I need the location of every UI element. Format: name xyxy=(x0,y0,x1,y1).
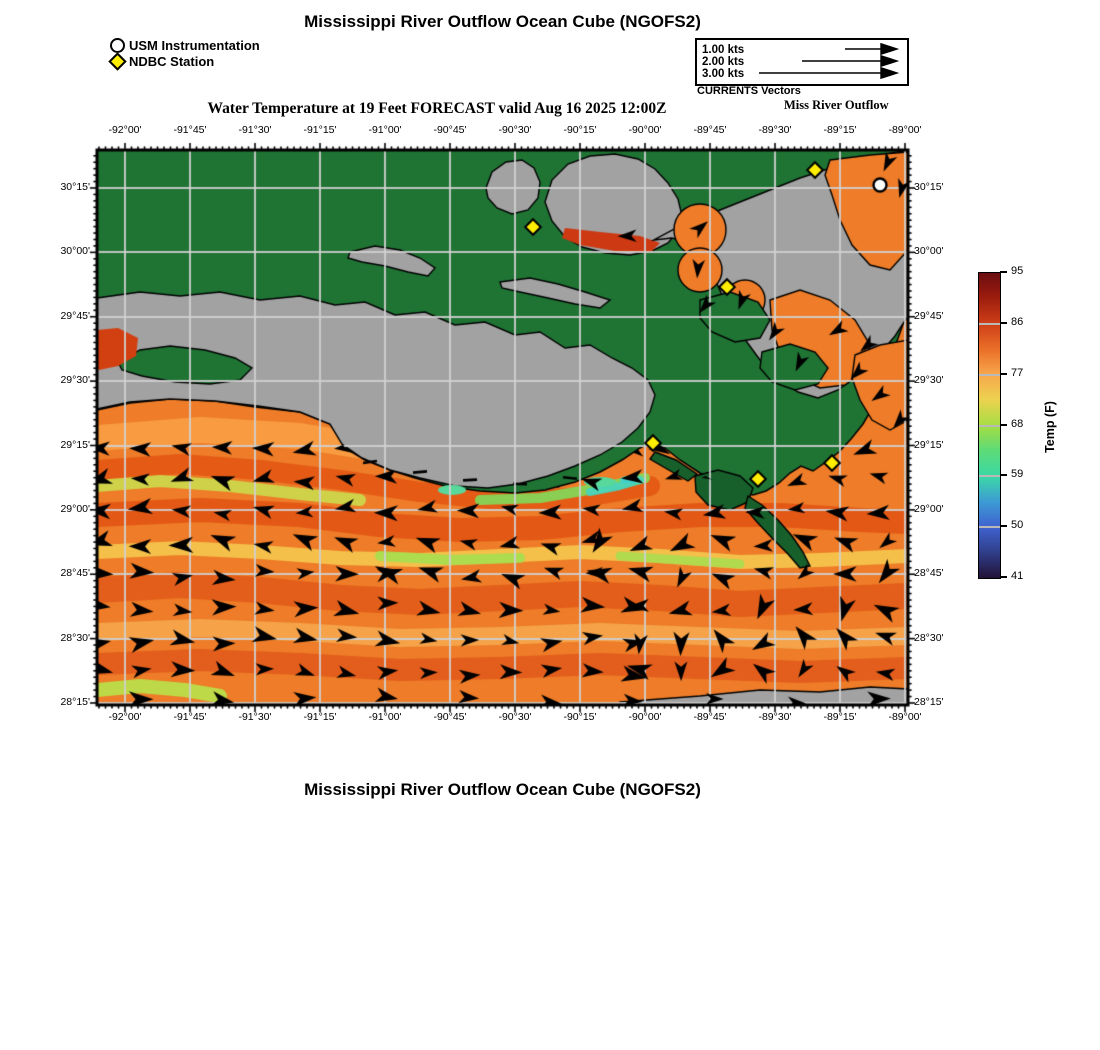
map-canvas xyxy=(89,142,917,714)
axis-tick-label: 29°30' xyxy=(914,374,944,386)
arrow-icons xyxy=(759,42,900,80)
ndbc-diamond-icon xyxy=(108,51,127,71)
axis-tick-label: -91°45' xyxy=(173,711,207,723)
axis-tick-label: 29°45' xyxy=(914,310,944,322)
colorbar-tickmark xyxy=(1000,321,1007,324)
axis-tick-label: -90°30' xyxy=(498,711,532,723)
axis-tick-label: -89°00' xyxy=(888,124,922,136)
colorbar-tick-label: 50 xyxy=(1011,519,1024,532)
forecast-subtitle: Water Temperature at 19 Feet FORECAST va… xyxy=(207,100,667,117)
axis-tick-label: -89°30' xyxy=(758,124,792,136)
axis-tick-label: -89°00' xyxy=(888,711,922,723)
colorbar-tick-label: 95 xyxy=(1011,265,1024,277)
axis-tick-label: -90°45' xyxy=(433,124,467,136)
axis-tick-label: 28°15' xyxy=(914,696,944,708)
axis-tick-label: -92°00' xyxy=(108,124,142,136)
colorbar-title: Temp (F) xyxy=(1043,401,1057,453)
colorbar-tick-label: 41 xyxy=(1011,570,1024,582)
vector-key-label-3: 3.00 kts xyxy=(702,68,744,80)
axis-tick-label: -91°30' xyxy=(238,124,272,136)
legend-item-ndbc: NDBC Station xyxy=(108,51,260,71)
axis-tick-label: -90°15' xyxy=(563,711,597,723)
colorbar-gridline xyxy=(979,373,1000,376)
axis-tick-label: -91°15' xyxy=(303,711,337,723)
page-title: Mississippi River Outflow Ocean Cube (NG… xyxy=(304,12,701,31)
axis-tick-label: -89°15' xyxy=(823,711,857,723)
axis-tick-label: -92°00' xyxy=(108,711,142,723)
bottom-title: Mississippi River Outflow Ocean Cube (NG… xyxy=(304,780,701,799)
axis-tick-label: -91°30' xyxy=(238,711,272,723)
axis-tick-label: -90°00' xyxy=(628,124,662,136)
vector-key-caption: CURRENTS Vectors xyxy=(697,85,801,97)
axis-tick-label: -91°00' xyxy=(368,711,402,723)
axis-tick-label: 29°45' xyxy=(60,310,90,322)
axis-tick-label: -90°15' xyxy=(563,124,597,136)
vector-key-label-2: 2.00 kts xyxy=(702,56,744,68)
colorbar-gridline xyxy=(979,475,1000,478)
colorbar-tickmark xyxy=(1000,372,1007,375)
axis-tick-label: -91°45' xyxy=(173,124,207,136)
colorbar-gridline xyxy=(979,322,1000,325)
axis-tick-label: 28°30' xyxy=(914,632,944,644)
colorbar-tick-label: 77 xyxy=(1011,366,1024,379)
axis-tick-label: 28°45' xyxy=(914,567,944,579)
axis-tick-label: -91°00' xyxy=(368,124,402,136)
legend-label: USM Instrumentation xyxy=(129,37,260,53)
marker-legend: USM Instrumentation NDBC Station xyxy=(108,37,260,71)
axis-tick-label: 29°00' xyxy=(914,503,944,515)
axis-tick-label: -91°15' xyxy=(303,124,337,136)
axis-tick-label: -89°45' xyxy=(693,711,727,723)
colorbar-tickmark xyxy=(1000,474,1007,477)
axis-tick-label: -89°30' xyxy=(758,711,792,723)
colorbar-tickmark xyxy=(1000,525,1007,528)
axis-tick-label: 29°30' xyxy=(60,374,90,386)
axis-tick-label: 29°15' xyxy=(60,439,90,451)
legend-item-usm: USM Instrumentation xyxy=(110,37,260,53)
axis-tick-label: 30°15' xyxy=(60,181,90,193)
axis-tick-label: 28°15' xyxy=(60,696,90,708)
vector-key-arrows: 1.00 kts 2.00 kts 3.00 kts xyxy=(702,42,900,80)
vector-key-label-1: 1.00 kts xyxy=(702,44,744,56)
axis-tick-label: 29°15' xyxy=(914,439,944,451)
axis-tick-label: 28°30' xyxy=(60,632,90,644)
colorbar-tick-label: 68 xyxy=(1011,417,1024,430)
colorbar-tickmark xyxy=(1000,271,1007,273)
axis-tick-label: -90°00' xyxy=(628,711,662,723)
axis-tick-label: -90°45' xyxy=(433,711,467,723)
colorbar-gridline xyxy=(979,424,1000,427)
outflow-annotation: Miss River Outflow xyxy=(784,98,889,112)
axis-tick-label: -89°15' xyxy=(823,124,857,136)
legend-label: NDBC Station xyxy=(129,53,215,69)
colorbar-tickmark xyxy=(1000,576,1007,578)
axis-tick-label: -90°30' xyxy=(498,124,532,136)
currents-vector-key: 1.00 kts 2.00 kts 3.00 kts xyxy=(695,38,909,86)
colorbar-tickmark xyxy=(1000,423,1007,426)
axis-tick-label: -89°45' xyxy=(693,124,727,136)
axis-tick-label: 28°45' xyxy=(60,567,90,579)
axis-tick-label: 30°15' xyxy=(914,181,944,193)
axis-tick-label: 29°00' xyxy=(60,503,90,515)
axis-tick-label: 30°00' xyxy=(914,245,944,257)
colorbar-gridline xyxy=(979,526,1000,529)
colorbar-tick-label: 59 xyxy=(1011,468,1024,481)
axis-tick-label: 30°00' xyxy=(60,245,90,257)
temperature-colorbar xyxy=(978,272,1001,579)
usm-circle-icon xyxy=(110,37,125,53)
colorbar-tick-label: 86 xyxy=(1011,315,1024,328)
